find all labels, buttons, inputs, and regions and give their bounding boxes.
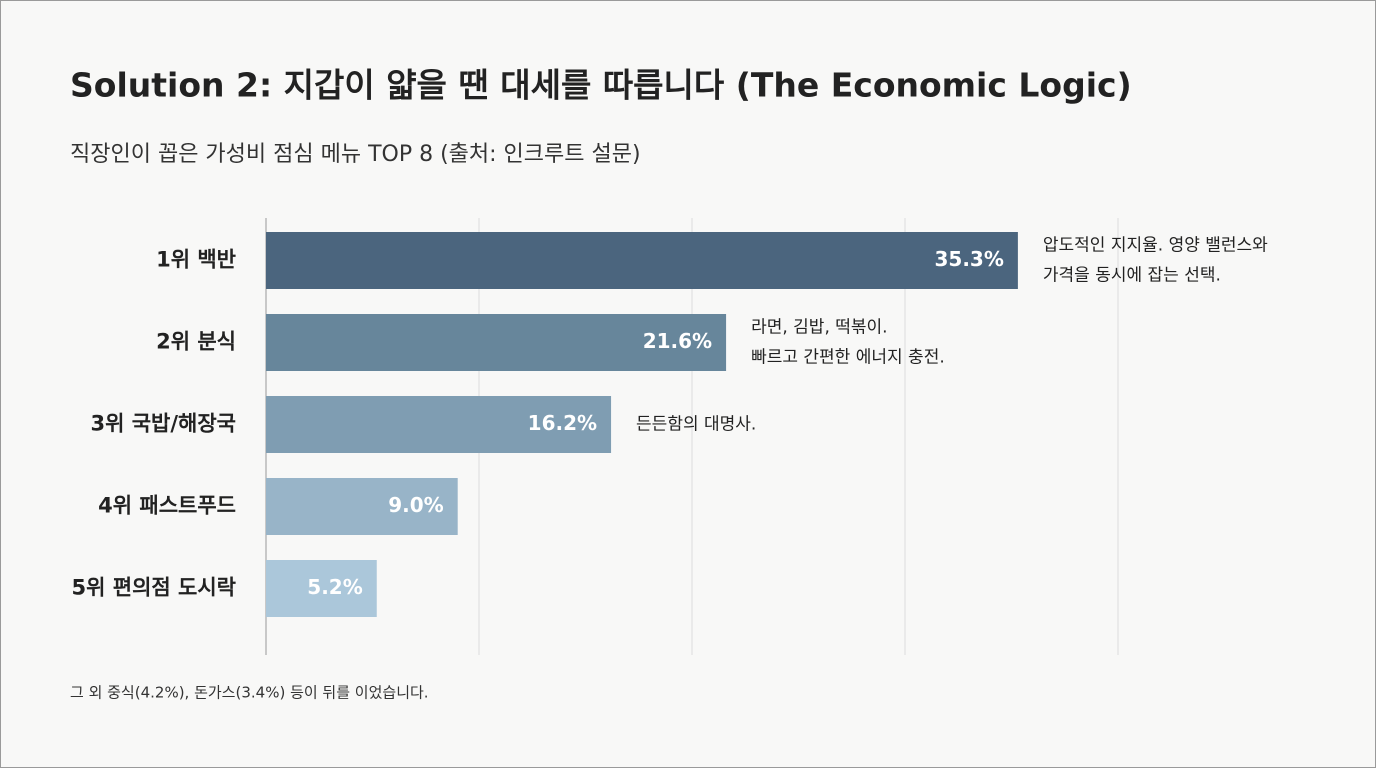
bar xyxy=(266,314,727,371)
category-label: 2위 분식 xyxy=(156,330,236,354)
category-label: 1위 백반 xyxy=(156,248,236,272)
chart-title: Solution 2: 지갑이 얇을 땐 대세를 따릅니다 (The Econo… xyxy=(70,66,1132,105)
bar xyxy=(266,396,612,453)
value-label: 16.2% xyxy=(528,411,597,435)
bar xyxy=(266,560,377,617)
value-label: 9.0% xyxy=(388,493,443,517)
chart-subtitle: 직장인이 꼽은 가성비 점심 메뉴 TOP 8 (출처: 인크루트 설문) xyxy=(70,142,641,167)
annotation: 든든함의 대명사. xyxy=(636,415,756,435)
category-label: 3위 국밥/해장국 xyxy=(90,412,236,436)
category-label: 4위 패스트푸드 xyxy=(98,494,236,518)
value-label: 5.2% xyxy=(307,575,362,599)
value-label: 21.6% xyxy=(643,329,712,353)
bar xyxy=(266,478,458,535)
annotation: 라면, 김밥, 떡볶이. xyxy=(751,318,888,338)
annotation: 압도적인 지지율. 영양 밸런스와 xyxy=(1043,236,1268,256)
footnote: 그 외 중식(4.2%), 돈가스(3.4%) 등이 뒤를 이었습니다. xyxy=(70,684,429,702)
category-label: 5위 편의점 도시락 xyxy=(72,576,236,600)
bar xyxy=(266,232,1018,289)
annotation: 빠르고 간편한 에너지 충전. xyxy=(751,348,945,368)
annotation: 가격을 동시에 잡는 선택. xyxy=(1043,266,1221,286)
value-label: 35.3% xyxy=(934,247,1003,271)
